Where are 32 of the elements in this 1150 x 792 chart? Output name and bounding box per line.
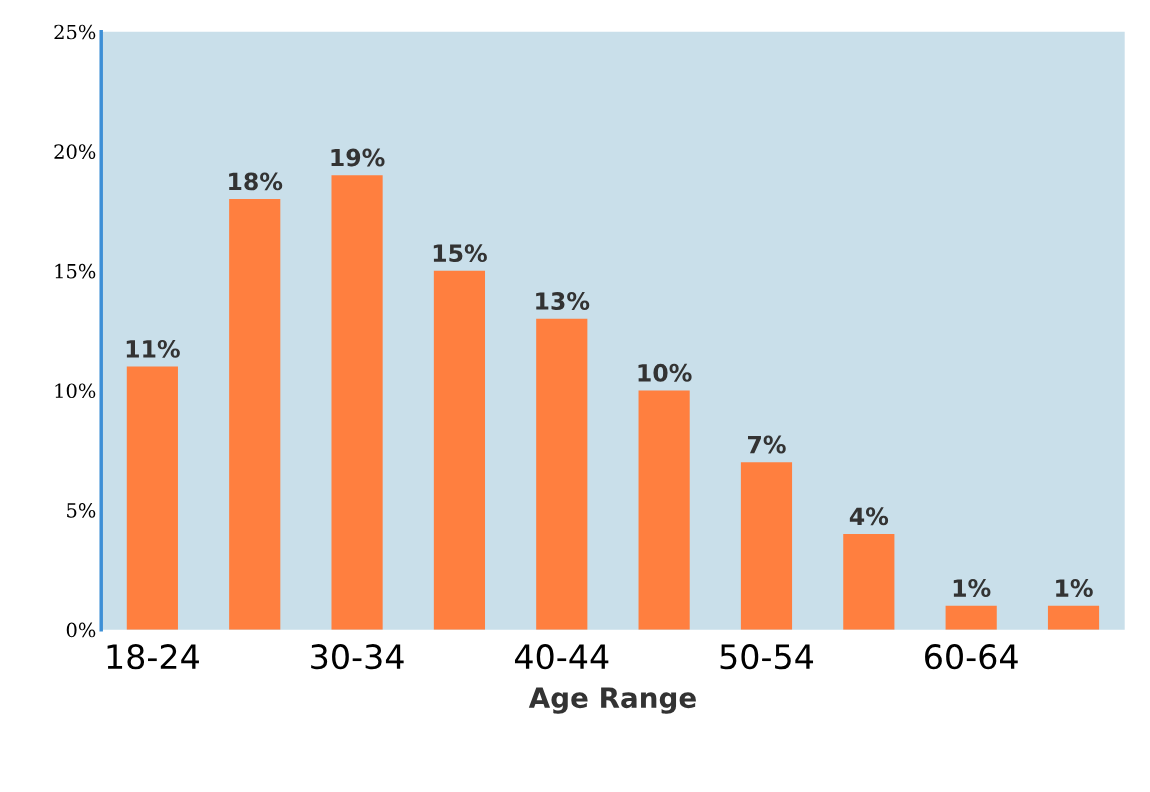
data-label: 11% — [126, 339, 180, 358]
x-tick-label: 30-34 — [311, 644, 404, 670]
x-axis-title: Age Range — [528, 687, 696, 714]
bar — [1047, 605, 1100, 630]
data-label: 19% — [331, 148, 385, 167]
bar — [638, 390, 690, 630]
data-label: 1% — [953, 579, 991, 597]
bar — [331, 175, 383, 630]
data-label: 7% — [748, 435, 786, 454]
bar — [126, 366, 178, 630]
bar — [229, 199, 281, 630]
data-label: 18% — [229, 172, 283, 191]
bar — [945, 605, 997, 630]
bar — [740, 462, 793, 630]
bar — [433, 270, 486, 630]
data-label: 15% — [433, 244, 487, 263]
x-tick-label: 40-44 — [514, 644, 609, 670]
data-label: 10% — [638, 363, 692, 382]
bar — [843, 533, 895, 630]
x-tick-label: 60-64 — [925, 644, 1018, 670]
x-tick-label: 18-24 — [107, 644, 199, 670]
y-tick-label: 0% — [66, 622, 96, 638]
y-tick-label: 10% — [55, 383, 96, 399]
data-label: 13% — [536, 292, 590, 310]
y-tick-label: 15% — [55, 263, 96, 279]
x-tick-label: 50-54 — [720, 644, 814, 670]
y-tick-label: 25% — [54, 24, 96, 40]
y-tick-label: 20% — [54, 144, 96, 159]
y-tick-label: 5% — [67, 503, 96, 518]
bar — [536, 318, 588, 630]
data-label: 1% — [1056, 579, 1093, 597]
data-label: 4% — [849, 507, 889, 526]
